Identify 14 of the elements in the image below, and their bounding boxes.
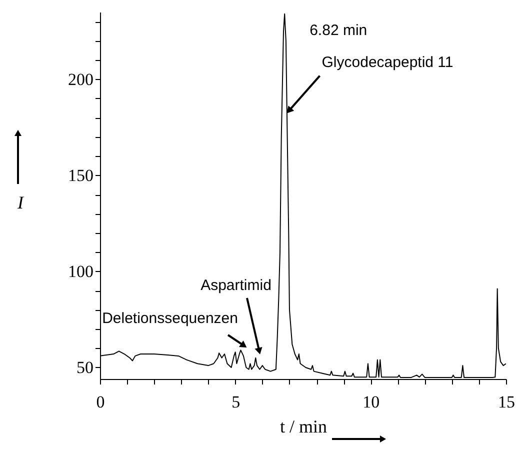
x-tick-label: 0 [96,392,105,412]
y-axis-title: I [16,192,24,212]
annotation: Deletionssequenzen [102,310,238,327]
y-tick-label: 50 [76,358,94,377]
x-tick-label: 10 [362,392,380,412]
annotation: 6.82 min [310,22,368,39]
y-tick-label: 150 [68,166,94,185]
annotation: Glycodecapeptid 11 [322,54,454,71]
y-tick-label: 200 [68,70,94,89]
x-axis-title: t / min [280,416,328,436]
x-tick-label: 15 [498,392,515,412]
annotation: Aspartimid [200,277,272,294]
y-tick-label: 100 [68,262,94,281]
x-tick-label: 5 [232,392,240,412]
